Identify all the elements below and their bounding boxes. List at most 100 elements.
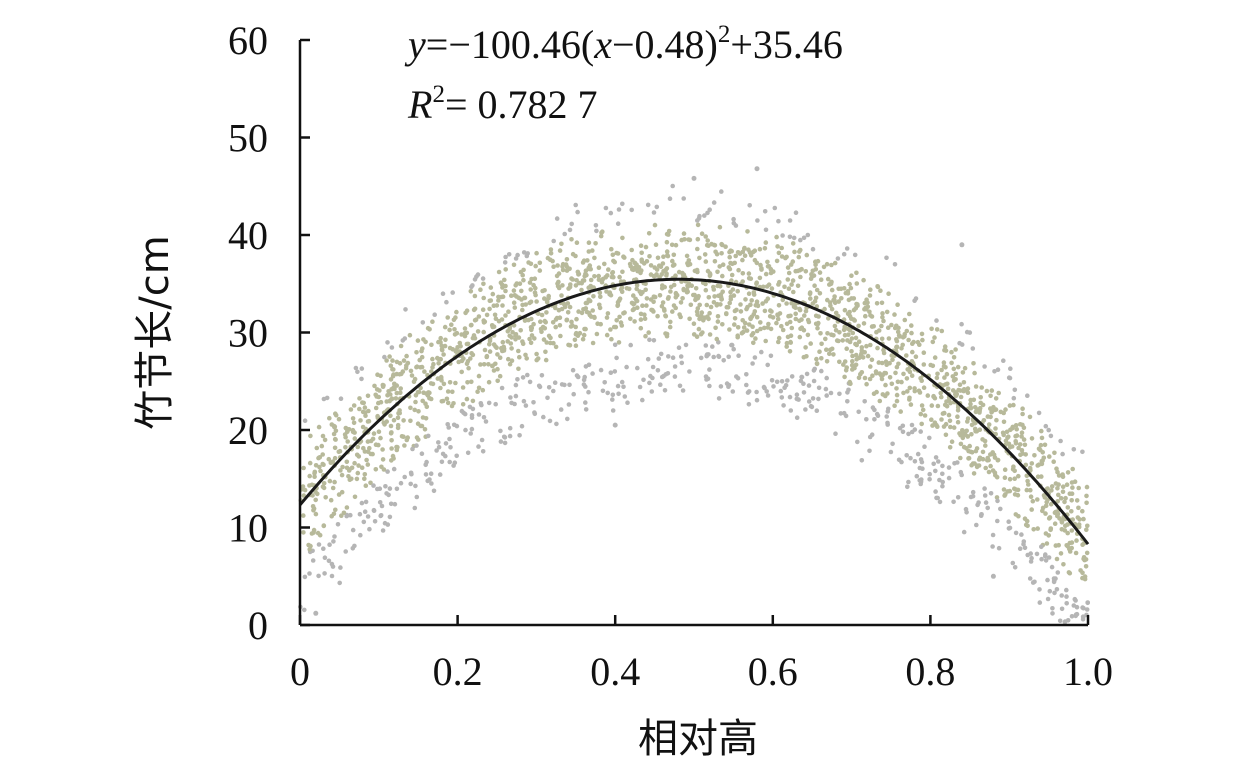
scatter-point xyxy=(670,258,675,264)
scatter-point xyxy=(507,333,512,339)
scatter-point xyxy=(1048,526,1054,531)
scatter-point xyxy=(775,316,781,322)
scatter-point xyxy=(581,332,587,338)
scatter-point xyxy=(855,302,860,307)
scatter-point xyxy=(880,311,885,316)
scatter-point xyxy=(695,246,700,252)
scatter-point xyxy=(631,302,636,307)
scatter-point xyxy=(864,343,869,349)
scatter-point xyxy=(371,507,377,513)
scatter-point xyxy=(748,302,753,308)
scatter-point xyxy=(642,312,647,318)
scatter-point xyxy=(970,493,976,499)
scatter-point xyxy=(359,465,365,471)
scatter-point xyxy=(513,283,518,288)
scatter-point xyxy=(480,276,486,281)
scatter-point xyxy=(330,485,336,491)
scatter-point xyxy=(454,349,460,354)
scatter-point xyxy=(1056,482,1061,487)
scatter-point xyxy=(879,323,884,329)
scatter-point xyxy=(1080,570,1085,576)
scatter-point xyxy=(556,271,562,276)
scatter-point xyxy=(490,291,496,297)
scatter-point xyxy=(546,295,551,301)
scatter-point xyxy=(818,277,824,283)
scatter-point xyxy=(1019,448,1025,453)
scatter-point xyxy=(1049,488,1054,493)
scatter-point xyxy=(738,302,743,307)
scatter-point xyxy=(947,445,953,450)
scatter-point xyxy=(560,267,566,273)
scatter-point xyxy=(948,424,953,430)
scatter-point xyxy=(454,309,459,315)
scatter-point xyxy=(804,371,810,377)
scatter-point xyxy=(824,375,829,381)
scatter-point xyxy=(849,349,854,354)
scatter-point xyxy=(833,310,839,316)
scatter-point xyxy=(590,340,596,346)
scatter-point xyxy=(478,362,483,367)
scatter-point xyxy=(779,379,785,384)
scatter-point xyxy=(557,248,563,253)
scatter-point xyxy=(955,408,961,413)
scatter-point xyxy=(418,385,423,391)
scatter-point xyxy=(793,316,799,322)
scatter-point xyxy=(812,366,817,372)
scatter-point xyxy=(1013,530,1019,536)
scatter-point xyxy=(780,327,786,333)
scatter-point xyxy=(605,311,611,316)
scatter-point xyxy=(337,448,343,454)
scatter-point xyxy=(464,341,470,347)
scatter-point xyxy=(533,285,538,291)
scatter-point xyxy=(976,457,982,462)
scatter-point xyxy=(762,246,768,251)
scatter-point xyxy=(792,249,797,255)
scatter-point xyxy=(332,445,338,451)
scatter-point xyxy=(995,367,1001,373)
scatter-point xyxy=(511,300,517,306)
scatter-point xyxy=(706,295,712,300)
scatter-point xyxy=(1030,498,1036,504)
scatter-point xyxy=(931,461,936,467)
scatter-point xyxy=(307,483,312,488)
scatter-point xyxy=(899,379,904,385)
scatter-point xyxy=(442,324,448,330)
scatter-point xyxy=(631,293,636,298)
scatter-point xyxy=(372,383,377,389)
scatter-point xyxy=(1076,505,1081,511)
equation-part-2: −0.48) xyxy=(612,22,718,67)
scatter-point xyxy=(758,326,763,332)
scatter-point xyxy=(654,267,660,272)
scatter-point xyxy=(1032,453,1037,458)
scatter-point xyxy=(880,314,885,320)
scatter-point xyxy=(810,396,816,401)
scatter-point xyxy=(430,319,435,325)
scatter-point xyxy=(567,382,572,388)
scatter-point xyxy=(368,480,373,486)
scatter-point xyxy=(972,426,978,432)
scatter-point xyxy=(912,459,918,464)
scatter-point xyxy=(653,242,659,247)
scatter-point xyxy=(423,472,429,477)
scatter-point xyxy=(523,352,528,358)
scatter-point xyxy=(581,377,587,383)
scatter-point xyxy=(604,332,610,338)
scatter-point xyxy=(808,276,814,282)
scatter-point xyxy=(1016,473,1021,479)
scatter-point xyxy=(764,389,769,394)
scatter-point xyxy=(767,314,773,319)
scatter-point xyxy=(331,539,336,544)
scatter-point xyxy=(352,436,358,441)
scatter-point xyxy=(677,383,683,389)
scatter-point xyxy=(541,414,546,420)
scatter-point xyxy=(552,380,558,386)
scatter-point xyxy=(500,285,505,290)
scatter-point xyxy=(570,367,576,373)
scatter-point xyxy=(343,425,349,431)
scatter-point xyxy=(939,328,945,334)
scatter-point xyxy=(660,300,666,305)
scatter-point xyxy=(984,388,990,394)
scatter-point xyxy=(681,196,686,201)
scatter-point xyxy=(363,483,369,489)
scatter-point xyxy=(470,398,476,404)
